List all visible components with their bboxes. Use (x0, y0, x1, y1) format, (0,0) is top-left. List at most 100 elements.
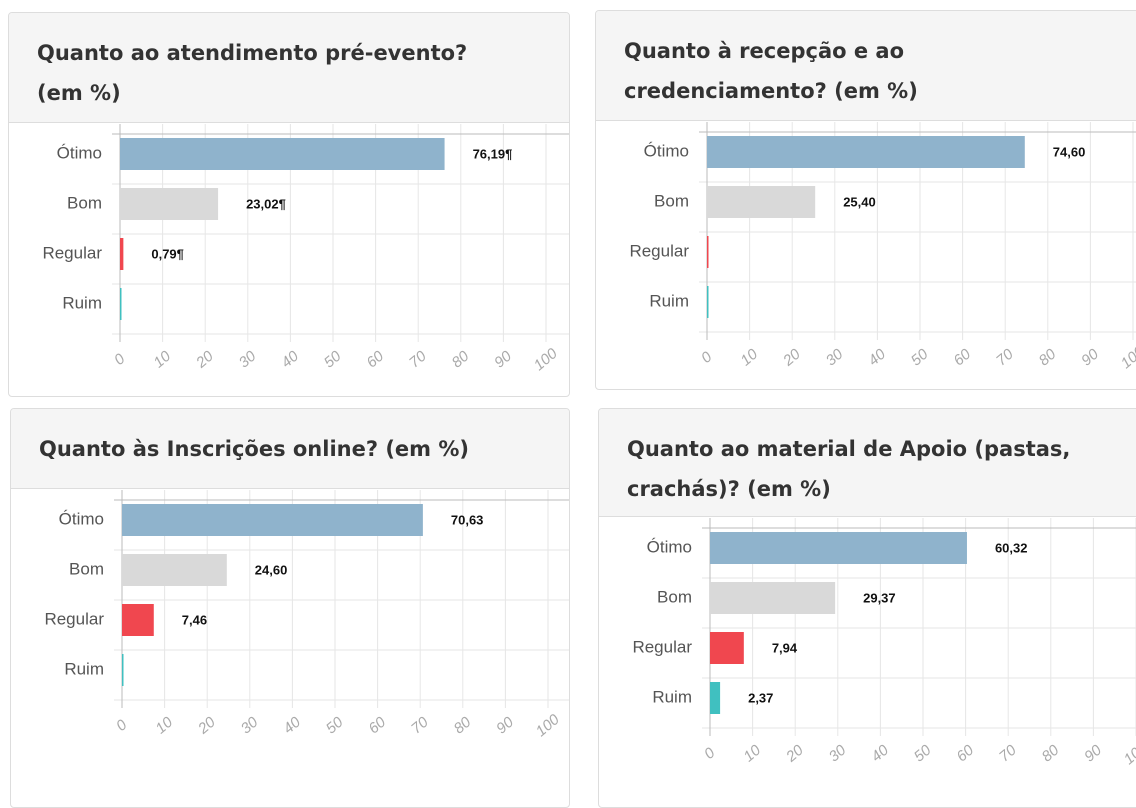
x-tick-label: 30 (238, 713, 262, 737)
value-label: 7,94 (772, 640, 798, 655)
bar (120, 238, 124, 270)
x-tick-label: 50 (321, 347, 345, 371)
x-tick-label: 60 (365, 713, 389, 737)
x-tick-label: 100 (1121, 739, 1136, 769)
x-tick-label: 10 (152, 713, 176, 737)
chart-panel: Quanto ao material de Apoio (pastas, cra… (598, 408, 1136, 808)
x-tick-label: 0 (111, 350, 129, 369)
x-tick-label: 10 (150, 347, 174, 371)
x-tick-label: 100 (533, 711, 564, 741)
value-label: 70,63 (451, 512, 484, 527)
bar (120, 288, 122, 320)
bar (122, 654, 124, 686)
x-tick-label: 30 (826, 741, 850, 765)
category-label: Ótimo (57, 143, 102, 162)
x-tick-label: 90 (491, 347, 515, 371)
x-tick-label: 20 (782, 741, 807, 766)
x-tick-label: 70 (406, 347, 430, 371)
category-label: Ruim (652, 687, 692, 706)
panel-header: Quanto ao material de Apoio (pastas, cra… (599, 409, 1136, 517)
category-label: Ótimo (647, 537, 692, 556)
x-tick-label: 0 (698, 348, 716, 367)
x-tick-label: 50 (908, 345, 932, 369)
x-tick-label: 90 (1078, 345, 1102, 369)
chart: 0 10 20 30 40 50 60 70 80 90 100 Ótimo 60,32 Bom 29,37… (632, 518, 1136, 769)
category-label: Regular (42, 243, 102, 262)
chart-panel: Quanto à recepção e ao credenciamento? (… (595, 10, 1136, 390)
x-tick-label: 40 (868, 741, 892, 765)
category-label: Bom (67, 193, 102, 212)
chart-title: Quanto às Inscrições online? (em %) (39, 437, 470, 461)
x-tick-label: 20 (194, 713, 219, 738)
category-label: Regular (629, 241, 689, 260)
bar (707, 136, 1025, 168)
category-label: Bom (654, 191, 689, 210)
x-tick-label: 70 (996, 741, 1020, 765)
panel-header: Quanto às Inscrições online? (em %) (11, 409, 569, 489)
x-tick-label: 30 (823, 345, 847, 369)
x-tick-label: 20 (779, 345, 804, 370)
x-tick-label: 50 (911, 741, 935, 765)
value-label: 25,40 (843, 194, 876, 209)
x-tick-label: 20 (192, 347, 217, 372)
x-tick-label: 90 (1081, 741, 1105, 765)
chart-title: Quanto à recepção e ao credenciamento? (… (624, 39, 918, 103)
x-tick-label: 80 (451, 713, 475, 737)
category-label: Regular (44, 609, 104, 628)
value-label: 76,19¶ (473, 146, 513, 161)
value-label: 24,60 (255, 562, 288, 577)
panel-header: Quanto à recepção e ao credenciamento? (… (596, 11, 1136, 121)
chart-panel: Quanto ao atendimento pré-evento? (em %)… (8, 12, 570, 397)
x-tick-label: 60 (950, 345, 974, 369)
category-label: Ruim (649, 291, 689, 310)
panel-header: Quanto ao atendimento pré-evento? (em %) (9, 13, 569, 123)
value-label: 7,46 (182, 612, 207, 627)
page: Quanto ao atendimento pré-evento? (em %)… (8, 10, 1136, 808)
category-label: Bom (69, 559, 104, 578)
value-label: 74,60 (1053, 144, 1086, 159)
x-tick-label: 70 (993, 345, 1017, 369)
x-tick-label: 80 (1039, 741, 1063, 765)
category-label: Ruim (62, 293, 102, 312)
chart-title: Quanto ao material de Apoio (pastas, cra… (627, 437, 1071, 501)
bar (710, 632, 744, 664)
bar (120, 188, 219, 220)
x-tick-label: 40 (278, 347, 302, 371)
category-label: Ótimo (644, 141, 689, 160)
x-tick-label: 60 (953, 741, 977, 765)
bar (710, 582, 836, 614)
value-label: 2,37 (748, 690, 773, 705)
bar (707, 286, 709, 318)
x-tick-label: 90 (493, 713, 517, 737)
chart-title: Quanto ao atendimento pré-evento? (em %) (37, 41, 468, 105)
x-tick-label: 60 (363, 347, 387, 371)
bar (122, 604, 154, 636)
chart: 0 10 20 30 40 50 60 70 80 90 100 Ótimo 76,19¶ Bom 23,0… (42, 124, 569, 375)
x-tick-label: 40 (280, 713, 304, 737)
category-label: Ruim (64, 659, 104, 678)
x-tick-label: 0 (113, 716, 131, 735)
category-label: Ótimo (59, 509, 104, 528)
category-label: Regular (632, 637, 692, 656)
x-tick-label: 80 (1036, 345, 1060, 369)
x-tick-label: 30 (236, 347, 260, 371)
value-label: 0,79¶ (151, 246, 184, 261)
value-label: 60,32 (995, 540, 1028, 555)
bar (710, 682, 721, 714)
bar (122, 554, 227, 586)
bar (120, 138, 445, 170)
bar (707, 186, 816, 218)
x-tick-label: 10 (737, 345, 761, 369)
x-tick-label: 100 (531, 345, 562, 375)
category-label: Bom (657, 587, 692, 606)
x-tick-label: 0 (701, 744, 719, 763)
x-tick-label: 50 (323, 713, 347, 737)
chart-panel: Quanto às Inscrições online? (em %) 0 10 20… (10, 408, 570, 808)
x-tick-label: 40 (865, 345, 889, 369)
x-tick-label: 100 (1118, 343, 1136, 373)
x-tick-label: 10 (740, 741, 764, 765)
x-tick-label: 70 (408, 713, 432, 737)
value-label: 29,37 (863, 590, 896, 605)
value-label: 23,02¶ (246, 196, 286, 211)
chart: 0 10 20 30 40 50 60 70 80 90 100 Ótimo 74,60 Bom 25,40… (629, 122, 1136, 373)
